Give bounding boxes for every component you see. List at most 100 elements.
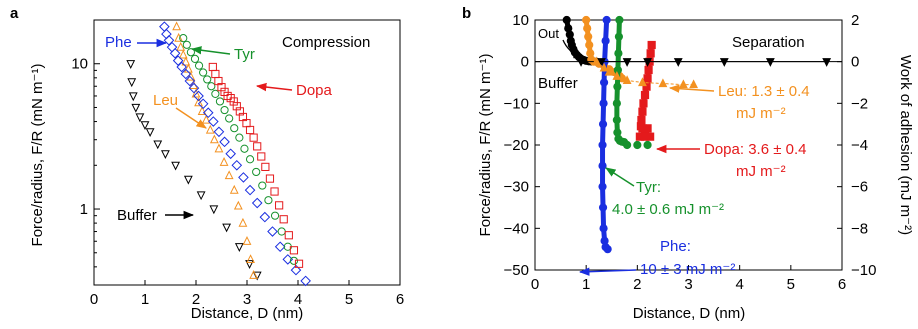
point-b-dopa [638,107,647,116]
annotation-buffer-b: Buffer [538,75,578,92]
point-b-phe [599,78,609,87]
point-a-leu [176,41,186,51]
point-b-work-of-adhesion [622,58,632,67]
b-ytick-label: 0 [521,54,529,71]
point-b-phe [601,36,610,45]
point-b-dopa [643,74,652,83]
point-a-tyr [264,196,273,205]
point-a-tyr [235,133,244,142]
annotation-tyr: Tyr [234,46,255,63]
point-a-phe [267,226,278,237]
annotation-out: Out [538,26,559,41]
arrow-tyr [190,46,231,55]
point-a-phe [180,68,192,80]
b-ytick-label: −20 [504,137,529,154]
point-a-leu [174,32,184,42]
point-a-tyr [289,256,299,265]
point-a-tyr [270,211,280,220]
series-b-dopa-work [635,132,655,141]
point-b-phe [598,120,608,129]
point-a-tyr [215,97,225,106]
point-a-dopa [223,91,232,101]
point-a-tyr [258,181,267,190]
trace-b-phe [600,17,611,252]
a-xtick-label: 2 [192,291,200,308]
panel-b-title: Separation [732,34,805,51]
point-b-work-of-adhesion [673,58,683,67]
annotation-dopa: Dopa [296,82,333,99]
annotation-leu-b-2: mJ m⁻² [736,105,786,122]
point-b-leu [584,32,593,41]
point-a-buffer [209,205,219,215]
point-a-phe [161,28,172,40]
panel-label-b: b [462,5,471,22]
b-xtick-label: 1 [582,276,590,293]
point-b-leu [582,15,591,25]
point-b-phe [598,161,607,170]
annotation-phe-b-2: 10 ± 3 mJ m⁻² [640,261,735,278]
point-a-leu [242,236,252,245]
point-a-phe [238,172,249,183]
point-b-work-of-adhesion [765,58,775,67]
point-a-leu [224,170,234,180]
annotation-tyr-b-2: 4.0 ± 0.6 mJ m⁻² [612,201,724,218]
point-b-tyr-work [633,140,642,150]
point-a-leu [178,49,188,59]
a-xtick-label: 0 [90,291,98,308]
annotation-leu: Leu [153,92,178,109]
b-xtick-label: 6 [838,276,846,293]
point-a-dopa [284,231,293,240]
point-a-buffer [245,260,254,269]
point-b-phe [603,245,612,254]
point-b-work-of-adhesion [822,58,832,67]
series-b-tyr [612,15,629,147]
point-a-leu [246,254,255,264]
point-a-buffer [127,78,137,88]
point-a-dopa [253,142,262,151]
point-a-tyr [252,167,261,177]
point-a-buffer [145,128,155,138]
panel-a-ticks: 0 1 2 3 4 5 6 1 10 [71,56,404,308]
point-a-phe [259,211,271,223]
a-xtick-label: 4 [294,291,302,308]
series-a-tyr [179,34,299,265]
panel-a-xlabel: Distance, D (nm) [191,305,304,322]
point-a-phe [225,148,236,160]
point-a-tyr [179,34,188,43]
point-b-leu-work [612,71,622,80]
point-a-phe [159,21,170,32]
annotation-leu-b-1: Leu: 1.3 ± 0.4 [718,83,810,100]
point-a-buffer [183,175,193,185]
point-a-phe [193,90,204,102]
point-a-buffer [196,191,206,201]
point-a-dopa [217,83,226,92]
point-a-leu [249,270,259,279]
point-a-phe [169,47,181,59]
point-b-dopa [646,49,655,58]
point-a-phe [300,275,311,287]
point-b-dopa [640,90,650,100]
point-a-dopa [289,246,299,255]
series-b-phe [598,15,612,254]
b-y2tick-label: 0 [851,54,859,71]
point-a-tyr [277,227,286,236]
arrow-tyr-b [605,167,635,187]
a-xtick-label: 5 [345,291,353,308]
point-a-tyr [207,82,216,91]
point-a-tyr [225,114,234,123]
point-a-tyr [190,54,200,63]
point-b-tyr-work [623,140,632,150]
b-y2tick-label: −10 [851,262,876,279]
series-b-leu-work [591,56,699,89]
b-ytick-label: 10 [512,12,529,29]
point-a-dopa [229,97,238,106]
point-a-buffer [160,150,170,160]
point-a-phe [274,241,286,253]
point-a-phe [290,264,302,276]
b-xtick-label: 5 [787,276,795,293]
point-a-dopa [275,201,284,210]
point-a-leu [172,21,182,31]
point-b-leu-work [604,66,614,76]
point-a-tyr [203,75,212,84]
point-a-phe [231,159,243,171]
